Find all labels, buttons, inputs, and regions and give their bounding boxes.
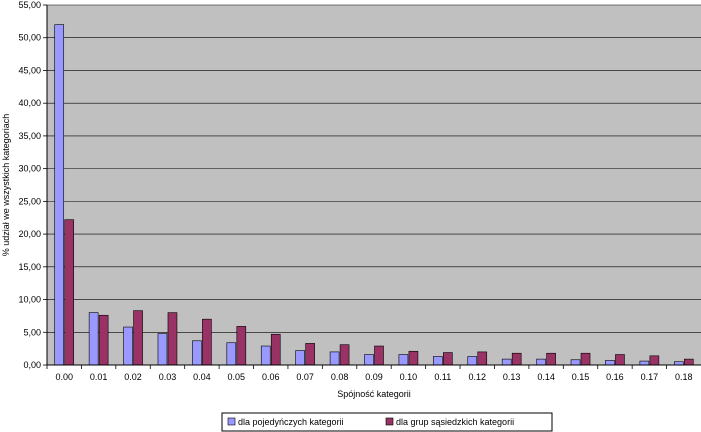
- bar-series-1-0.17: [639, 360, 650, 366]
- bar-series-1-0.05: [226, 342, 237, 366]
- bar-series-2-0.17: [649, 355, 660, 366]
- x-tick-label: 0.11: [434, 372, 451, 382]
- legend-label-series-1: dla pojedyńczych kategorii: [238, 417, 344, 427]
- gridlines: [47, 4, 701, 333]
- y-tick-labels: 0,00 5,00 10,00 15,00 20,00 25,00 30,00 35,00 40…: [18, 0, 47, 370]
- bar-series-1-0.13: [501, 358, 512, 366]
- bar-series-2-0.06: [270, 333, 281, 366]
- bar-series-2-0.01: [98, 314, 109, 366]
- y-tick-label: 30,00: [18, 164, 41, 174]
- bar-series-2-0.04: [202, 318, 212, 366]
- y-tick-label: 55,00: [18, 0, 41, 10]
- bar-series-2-0.15: [580, 352, 591, 366]
- bar-series-1-0.09: [364, 354, 374, 366]
- bar-series-2-0.08: [339, 344, 350, 366]
- legend-label-series-2: dla grup sąsiedzkich kategorii: [396, 417, 514, 427]
- y-tick-label: 15,00: [18, 262, 41, 272]
- y-tick-label: 20,00: [18, 229, 41, 239]
- bar-series-1-0.08: [329, 351, 340, 366]
- x-tick-label: 0.02: [124, 372, 142, 382]
- bar-series-2-0.05: [236, 326, 247, 366]
- y-tick-label: 50,00: [18, 33, 41, 43]
- y-tick-label: 25,00: [18, 196, 41, 206]
- bar-series-2-0.13: [511, 352, 522, 366]
- bar-series-1-0.14: [536, 358, 546, 366]
- y-tick-label: 0,00: [23, 360, 41, 370]
- bar-series-2-0.00: [64, 219, 75, 366]
- y-tick-label: 35,00: [18, 131, 41, 141]
- bar-series-1-0.16: [605, 360, 615, 366]
- x-tick-label: 0.09: [365, 372, 383, 382]
- legend-swatch-series-2: [385, 417, 394, 426]
- x-tick-label: 0.18: [675, 372, 693, 382]
- bar-series-2-0.16: [615, 354, 625, 366]
- bar-series-1-0.03: [157, 333, 168, 366]
- x-tick-label: 0.06: [262, 372, 280, 382]
- plot-area: [47, 5, 701, 365]
- bar-series-1-0.07: [295, 350, 305, 366]
- y-tick-label: 10,00: [18, 295, 41, 305]
- y-tick-label: 5,00: [23, 327, 41, 337]
- bar-series-2-0.12: [477, 351, 488, 366]
- legend: dla pojedyńczych kategorii dla grup sąsi…: [221, 412, 553, 432]
- bar-series-2-0.18: [683, 358, 694, 366]
- x-tick-label: 0.08: [331, 372, 349, 382]
- x-tick-label: 0.15: [572, 372, 590, 382]
- bar-series-2-0.10: [408, 350, 419, 366]
- x-axis-title: Spójność kategorii: [337, 389, 411, 399]
- x-tick-label: 0.01: [90, 372, 108, 382]
- bar-series-1-0.10: [398, 354, 409, 366]
- bar-series-1-0.02: [123, 326, 133, 366]
- bar-series-1-0.00: [54, 24, 65, 366]
- axes: [46, 5, 701, 366]
- bar-series-1-0.04: [192, 340, 202, 366]
- x-tick-label: 0.03: [159, 372, 177, 382]
- x-tick-label: 0.14: [537, 372, 555, 382]
- bar-series-2-0.11: [443, 352, 453, 366]
- y-axis-title: % udział we wszystkich kategoriach: [1, 114, 11, 257]
- bar-series-1-0.15: [570, 359, 581, 366]
- bar-series-1-0.06: [260, 345, 271, 366]
- y-tick-label: 45,00: [18, 65, 41, 75]
- x-tick-label: 0.17: [641, 372, 659, 382]
- bar-series-1-0.01: [88, 312, 99, 366]
- x-tick-label: 0.04: [193, 372, 211, 382]
- bar-series-2-0.14: [546, 352, 556, 366]
- y-tick-label: 40,00: [18, 98, 41, 108]
- legend-swatch-series-1: [227, 417, 236, 426]
- bar-series-2-0.02: [133, 310, 143, 366]
- x-tick-label: 0.12: [468, 372, 486, 382]
- bar-series-2-0.07: [305, 343, 315, 366]
- bar-series-2-0.09: [374, 345, 384, 366]
- x-tick-labels: 0.00 0.01 0.02 0.03 0.04 0.05 0.06 0.07 0.08 0.09…: [46, 365, 693, 382]
- x-tick-label: 0.07: [296, 372, 314, 382]
- x-tick-label: 0.16: [606, 372, 624, 382]
- x-tick-label: 0.10: [400, 372, 418, 382]
- bar-series-1-0.11: [433, 356, 443, 366]
- x-tick-label: 0.13: [503, 372, 521, 382]
- bar-series-1-0.12: [467, 356, 478, 366]
- x-tick-label: 0.00: [55, 372, 73, 382]
- x-tick-label: 0.05: [228, 372, 246, 382]
- bar-series-2-0.03: [167, 312, 178, 366]
